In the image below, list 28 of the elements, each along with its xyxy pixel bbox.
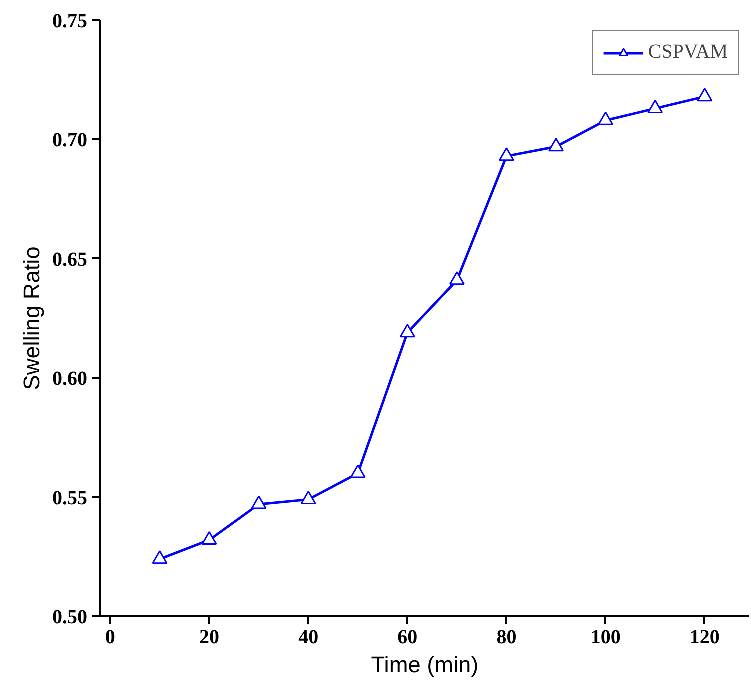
legend-label: CSPVAM	[648, 41, 728, 64]
y-tick-label: 0.50	[52, 606, 88, 628]
y-axis-title: Swelling Ratio	[18, 246, 44, 390]
point	[498, 148, 514, 162]
x-tick-label: 40	[298, 626, 319, 648]
point	[449, 272, 465, 286]
x-tick-label: 60	[398, 626, 418, 648]
point	[648, 100, 664, 114]
y-tick-label: 0.65	[52, 248, 88, 271]
y-tick-label: 0.70	[52, 130, 88, 152]
y-tick-label: 0.55	[52, 487, 88, 510]
point	[202, 531, 218, 546]
y-tick-label: 0.60	[52, 368, 88, 390]
x-axis-title: Time (min)	[371, 652, 479, 678]
x-tick-label: 20	[199, 626, 220, 648]
point	[350, 464, 366, 478]
x-tick-label: 0	[105, 626, 116, 648]
point	[598, 112, 614, 126]
x-tick-label: 80	[496, 626, 517, 648]
point	[400, 324, 416, 338]
y-tick-label: 0.75	[52, 10, 88, 32]
point	[548, 138, 564, 152]
point	[300, 490, 316, 504]
x-tick-label: 120	[690, 626, 720, 648]
x-tick-label: 100	[590, 626, 621, 648]
point	[152, 550, 168, 564]
point	[251, 496, 267, 510]
point	[697, 88, 713, 102]
